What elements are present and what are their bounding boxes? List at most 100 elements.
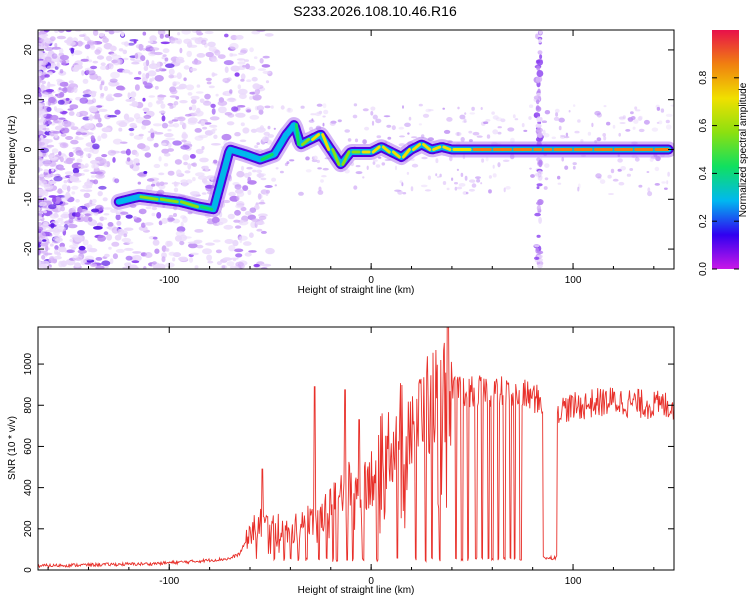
noise-blob: [462, 120, 468, 123]
noise-blob: [51, 98, 58, 105]
noise-blob: [254, 88, 261, 95]
noise-blob: [451, 177, 454, 181]
noise-blob: [128, 127, 135, 132]
noise-blob: [222, 92, 227, 96]
noise-blob: [82, 94, 92, 98]
noise-blob: [512, 114, 516, 119]
noise-blob: [102, 197, 108, 202]
noise-blob: [536, 65, 541, 71]
noise-blob: [194, 265, 199, 269]
noise-blob: [191, 193, 197, 197]
noise-blob: [84, 262, 92, 265]
noise-blob: [207, 218, 213, 221]
noise-blob: [235, 112, 246, 118]
noise-blob: [595, 173, 602, 179]
noise-blob: [560, 134, 566, 138]
noise-blob: [82, 78, 89, 84]
noise-blob: [216, 261, 222, 266]
noise-blob: [195, 30, 202, 34]
x-tick-label: 100: [565, 275, 582, 286]
noise-blob: [57, 246, 67, 253]
noise-blob: [201, 146, 205, 150]
noise-blob: [602, 133, 606, 137]
noise-blob: [83, 189, 93, 192]
noise-blob: [110, 81, 120, 87]
noise-blob: [485, 157, 489, 162]
noise-blob: [105, 95, 113, 102]
noise-blob: [54, 251, 58, 255]
noise-blob: [56, 229, 62, 233]
noise-blob: [620, 166, 626, 171]
noise-blob: [145, 59, 150, 67]
noise-blob: [252, 83, 261, 90]
noise-blob: [215, 249, 222, 254]
noise-blob: [61, 184, 68, 191]
noise-blob: [38, 89, 42, 93]
noise-blob: [124, 41, 129, 47]
noise-blob: [75, 131, 82, 136]
noise-blob: [167, 129, 172, 132]
colorbar-tick-label: 0.2: [698, 214, 709, 228]
noise-blob: [238, 52, 245, 55]
noise-blob: [420, 184, 428, 188]
noise-blob: [172, 123, 180, 128]
noise-blob: [224, 112, 233, 116]
chart-title: S233.2026.108.10.46.R16: [293, 3, 457, 19]
noise-blob: [65, 191, 71, 198]
ridge-segment: [286, 123, 294, 137]
noise-blob: [110, 45, 117, 52]
noise-blob: [44, 56, 52, 63]
noise-blob: [120, 141, 128, 144]
noise-blob: [240, 78, 245, 82]
noise-blob: [56, 252, 62, 256]
noise-blob: [404, 122, 411, 128]
noise-blob: [53, 176, 63, 182]
noise-blob: [183, 161, 189, 166]
noise-blob: [142, 31, 147, 36]
noise-blob: [534, 244, 540, 248]
noise-blob: [142, 73, 146, 79]
noise-blob: [49, 213, 59, 219]
noise-blob: [138, 71, 142, 75]
noise-blob: [224, 239, 234, 244]
noise-blob: [505, 186, 511, 190]
noise-blob: [235, 253, 243, 258]
noise-blob: [63, 180, 68, 184]
noise-blob: [564, 165, 569, 170]
noise-blob: [209, 124, 218, 128]
noise-blob: [537, 250, 544, 255]
noise-blob: [210, 129, 216, 134]
noise-blob: [256, 228, 263, 232]
snr-series-line: [38, 327, 674, 569]
noise-blob: [96, 105, 103, 108]
noise-blob: [74, 235, 83, 243]
noise-blob: [544, 177, 549, 181]
noise-blob: [203, 181, 212, 186]
noise-blob: [289, 159, 295, 162]
noise-blob: [435, 158, 439, 164]
noise-blob: [261, 64, 271, 68]
noise-blob: [249, 115, 260, 120]
noise-blob: [58, 87, 62, 91]
noise-blob: [90, 135, 95, 141]
noise-blob: [179, 47, 183, 54]
noise-blob: [131, 61, 140, 65]
noise-blob: [196, 84, 201, 88]
noise-blob: [577, 119, 581, 123]
noise-blob: [537, 264, 543, 269]
noise-blob: [630, 111, 634, 115]
noise-blob: [634, 109, 641, 112]
noise-blob: [606, 121, 611, 126]
noise-blob: [229, 52, 234, 57]
noise-blob: [179, 121, 184, 126]
noise-blob: [240, 122, 245, 127]
noise-blob: [637, 116, 643, 121]
noise-blob: [181, 139, 187, 143]
noise-blob: [161, 115, 166, 122]
noise-blob: [217, 100, 228, 106]
noise-blob: [464, 175, 468, 181]
noise-blob: [38, 221, 42, 227]
noise-blob: [173, 187, 179, 193]
noise-blob: [167, 170, 175, 176]
